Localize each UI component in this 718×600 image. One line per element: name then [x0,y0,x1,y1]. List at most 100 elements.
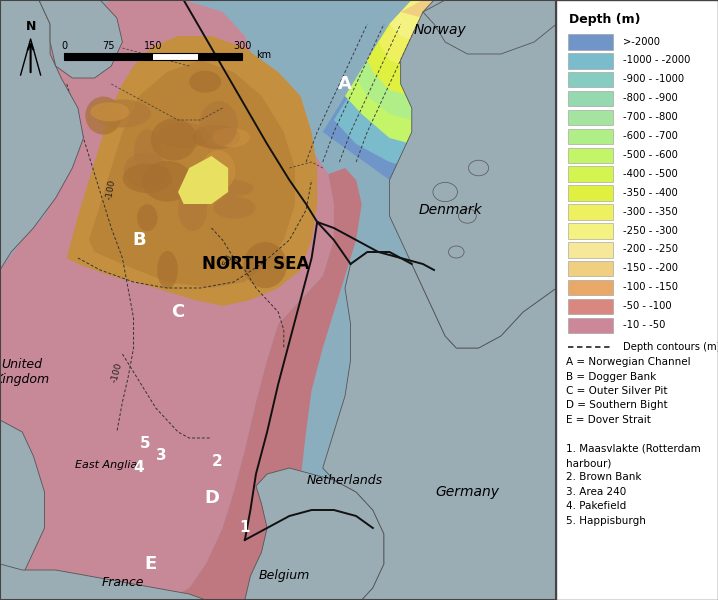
Polygon shape [0,564,206,600]
Polygon shape [39,0,122,78]
Text: -50 - -100: -50 - -100 [623,301,671,311]
Text: -150 - -200: -150 - -200 [623,263,678,274]
Bar [568,317,613,333]
Ellipse shape [469,160,488,176]
Text: N: N [25,20,36,33]
Text: -350 - -400: -350 - -400 [623,188,678,198]
Text: -700 - -800: -700 - -800 [623,112,678,122]
Text: 3: 3 [156,449,167,463]
Ellipse shape [213,197,256,219]
Bar [568,72,613,88]
Polygon shape [356,0,556,126]
Text: 2: 2 [212,455,223,469]
Polygon shape [0,0,334,600]
Bar [568,148,613,163]
Bar [197,53,242,60]
Text: 5: 5 [139,437,150,451]
Ellipse shape [459,209,476,223]
Text: NORTH SEA: NORTH SEA [202,255,309,273]
Text: -100: -100 [110,361,123,383]
Text: -900 - -1000: -900 - -1000 [623,74,684,85]
Ellipse shape [193,125,241,149]
Text: Depth contours (m): Depth contours (m) [623,342,718,352]
Bar [568,299,613,314]
Text: >-2000: >-2000 [623,37,660,47]
Text: A: A [338,75,352,93]
Text: 4: 4 [134,461,144,475]
Ellipse shape [449,246,464,258]
Polygon shape [389,0,556,54]
Text: C: C [172,303,185,321]
Ellipse shape [123,164,172,193]
Ellipse shape [200,101,238,148]
Ellipse shape [157,251,178,289]
Ellipse shape [142,161,193,202]
Text: 1: 1 [240,520,250,535]
Text: -600 - -700: -600 - -700 [623,131,678,141]
Text: -200 - -250: -200 - -250 [623,244,678,254]
Ellipse shape [243,242,287,288]
Bar [568,128,613,144]
Bar [64,53,242,60]
Text: Germany: Germany [435,485,500,499]
Bar [568,53,613,68]
Text: Netherlands: Netherlands [307,473,383,487]
Ellipse shape [151,118,197,161]
Text: 300: 300 [233,41,251,51]
Polygon shape [423,0,556,54]
Text: 150: 150 [144,41,162,51]
Text: km: km [256,50,271,60]
Bar [568,91,613,106]
Ellipse shape [178,186,208,231]
Bar [568,223,613,239]
Text: -100 - -150: -100 - -150 [623,282,678,292]
Text: 75: 75 [102,41,115,51]
Polygon shape [167,168,362,600]
Ellipse shape [213,128,250,147]
Ellipse shape [197,179,253,197]
Text: -500 - -600: -500 - -600 [623,150,678,160]
Bar [568,185,613,201]
Bar [568,204,613,220]
Polygon shape [178,156,228,204]
Text: Belgium: Belgium [258,569,309,583]
Ellipse shape [433,182,457,202]
Text: France: France [101,575,144,589]
Text: A = Norwegian Channel
B = Dogger Bank
C = Outer Silver Pit
D = Southern Bight
E : A = Norwegian Channel B = Dogger Bank C … [567,357,701,526]
Ellipse shape [157,122,210,148]
Bar [568,280,613,295]
Ellipse shape [93,100,151,128]
Ellipse shape [201,151,236,191]
Bar [568,242,613,257]
Text: Depth (m): Depth (m) [569,13,641,26]
Polygon shape [245,468,384,600]
Text: -10 - -50: -10 - -50 [623,320,665,330]
Polygon shape [322,0,556,192]
Polygon shape [368,0,556,102]
Polygon shape [0,0,83,600]
Bar [568,261,613,277]
Polygon shape [89,60,295,288]
Polygon shape [67,36,317,306]
Polygon shape [0,420,45,600]
Text: D: D [204,489,219,507]
Bar [568,166,613,182]
Text: -800 - -900: -800 - -900 [623,93,678,103]
Text: -400 - -500: -400 - -500 [623,169,678,179]
Ellipse shape [85,97,121,134]
Ellipse shape [134,129,161,176]
Ellipse shape [90,102,129,121]
Ellipse shape [189,71,221,92]
Text: Norway: Norway [414,23,466,37]
Text: Denmark: Denmark [419,203,482,217]
Polygon shape [345,0,556,150]
Ellipse shape [137,204,157,232]
Text: United
Kingdom: United Kingdom [0,358,50,386]
Ellipse shape [123,152,168,188]
Bar [64,53,153,60]
Text: E: E [144,555,157,573]
Polygon shape [401,0,556,30]
Polygon shape [389,0,556,348]
Polygon shape [334,0,556,174]
Text: -100: -100 [105,178,118,200]
